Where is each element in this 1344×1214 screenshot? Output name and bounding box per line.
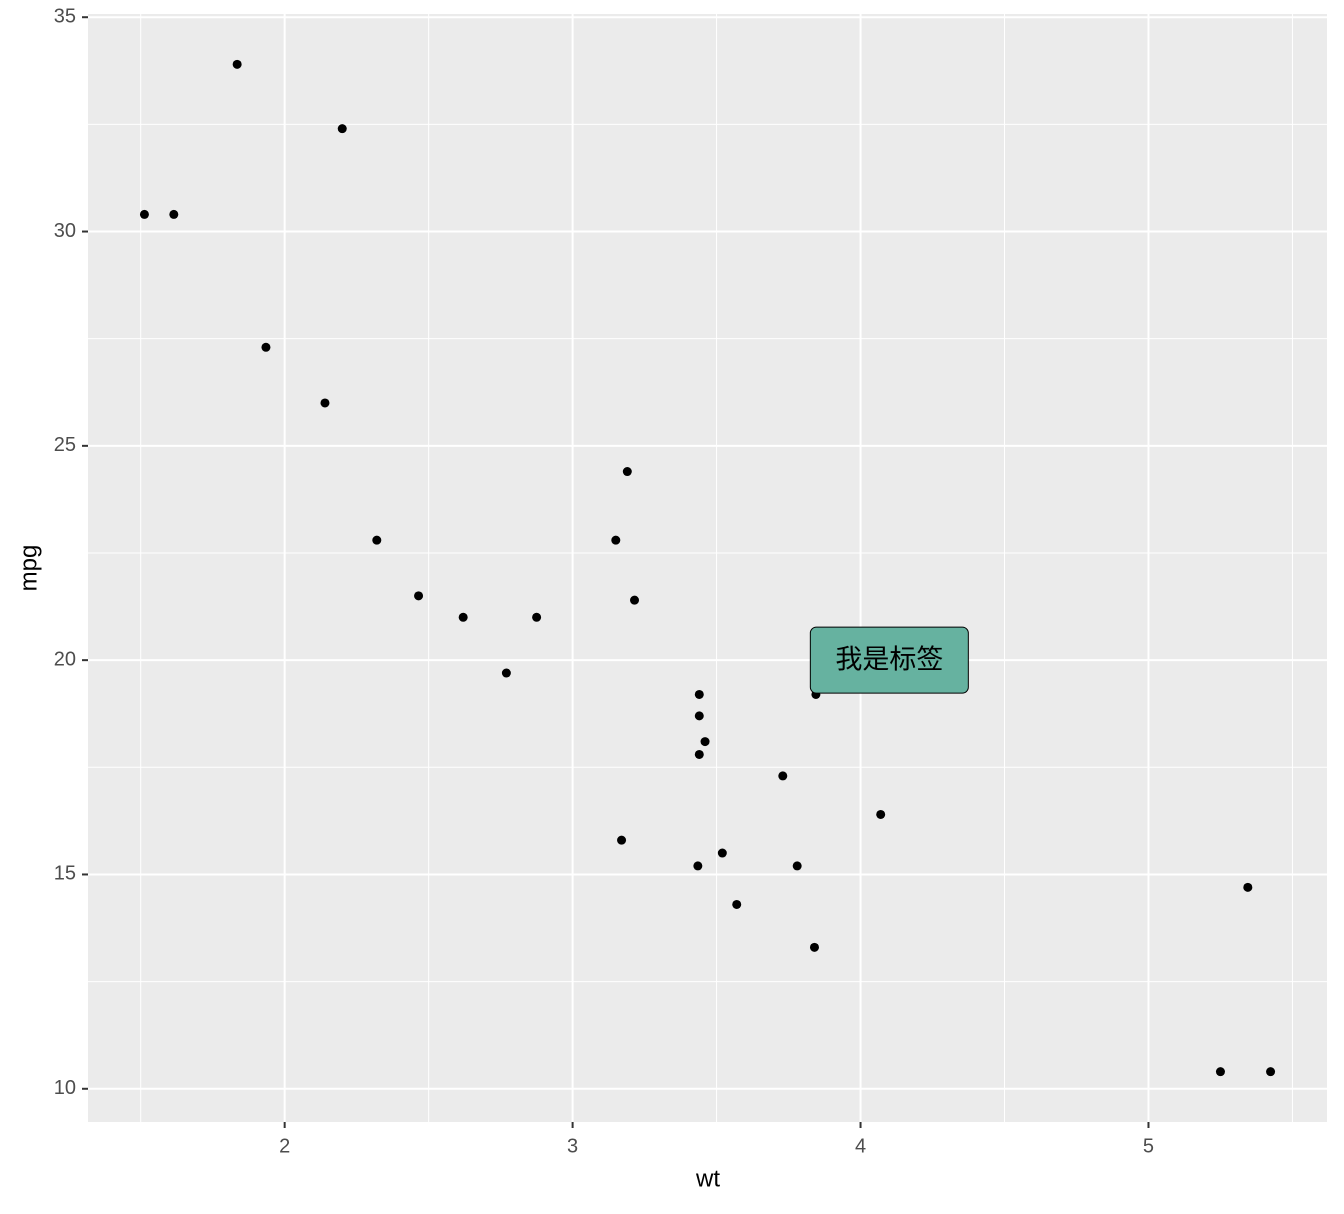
- point: [414, 591, 424, 601]
- x-tick-label: 4: [855, 1135, 866, 1157]
- y-tick-label: 15: [54, 863, 76, 885]
- point: [792, 861, 802, 871]
- point: [501, 668, 511, 678]
- x-tick-label: 2: [279, 1135, 290, 1157]
- panel: [88, 14, 1327, 1122]
- y-tick-label: 20: [54, 648, 76, 670]
- point: [611, 535, 621, 545]
- point: [1215, 1067, 1225, 1077]
- point: [694, 711, 704, 721]
- point: [458, 612, 468, 622]
- point: [1243, 882, 1253, 892]
- x-tick-label: 5: [1143, 1135, 1154, 1157]
- label-box: [809, 626, 969, 694]
- point: [622, 467, 632, 477]
- point: [139, 209, 149, 219]
- y-tick-label: 25: [54, 434, 76, 456]
- point: [320, 398, 330, 408]
- point: [876, 809, 886, 819]
- point: [693, 861, 703, 871]
- point: [337, 124, 347, 134]
- y-tick-label: 10: [54, 1077, 76, 1099]
- y-tick-label: 35: [54, 5, 76, 27]
- point: [732, 899, 742, 909]
- y-tick-label: 30: [54, 220, 76, 242]
- point: [809, 942, 819, 952]
- point: [700, 737, 710, 747]
- x-axis-title: wt: [695, 1165, 720, 1192]
- point: [232, 59, 242, 69]
- y-axis-title: mpg: [15, 545, 42, 592]
- x-tick-label: 3: [567, 1135, 578, 1157]
- point: [169, 209, 179, 219]
- annotation-label: 我是标签: [835, 645, 943, 676]
- point: [372, 535, 382, 545]
- point: [1266, 1067, 1276, 1077]
- point: [717, 848, 727, 858]
- point: [532, 612, 542, 622]
- point: [630, 595, 640, 605]
- point: [694, 749, 704, 759]
- point: [261, 342, 271, 352]
- point: [617, 835, 627, 845]
- point: [694, 689, 704, 699]
- point: [778, 771, 788, 781]
